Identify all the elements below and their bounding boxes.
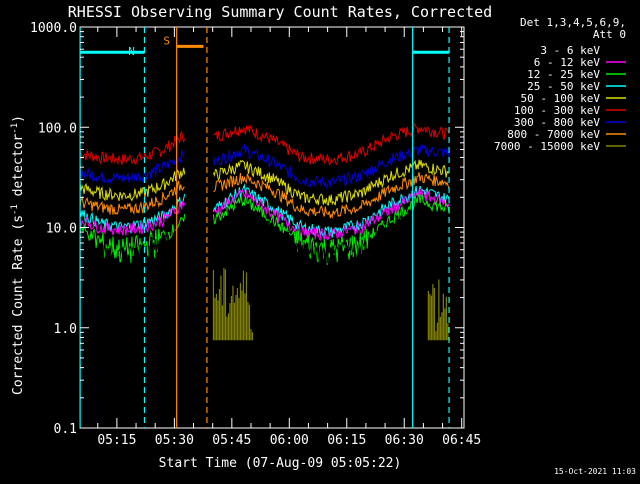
legend-entry-label: 7000 - 15000 keV (494, 140, 600, 153)
y-tick-label: 10.0 (46, 222, 77, 237)
series-3 (79, 172, 450, 219)
x-axis-ticks: 05:15 05:30 05:45 06:00 06:15 06:30 06:45 (97, 27, 481, 448)
flag-N-label: N (128, 45, 135, 58)
x-tick-label: 06:45 (442, 433, 481, 448)
y-axis-ticks: 1000.0 100.0 10.0 1.0 0.1 (30, 21, 464, 437)
x-tick-label: 06:30 (385, 433, 424, 448)
y-axis-label-mid: detector (11, 134, 26, 205)
x-axis-label: Start Time (07-Aug-09 05:05:22) (159, 456, 402, 471)
flag-bars: NS (80, 34, 450, 58)
legend-entry-label: 50 - 100 keV (521, 92, 601, 105)
series-1-segment-1 (79, 149, 185, 185)
y-axis-label: Corrected Count Rate (s-1 detector-1) (10, 115, 26, 395)
y-axis-label-start: Corrected Count Rate (s (11, 215, 26, 395)
x-tick-label: 05:45 (212, 433, 251, 448)
series-3-segment-2 (213, 172, 450, 219)
series-7 (79, 205, 450, 274)
y-tick-label: 1000.0 (30, 21, 77, 36)
series-5-segment-1 (79, 200, 186, 236)
flag-S-label: S (163, 34, 170, 47)
high-energy-bursts (212, 267, 449, 341)
series-1-segment-2 (212, 142, 450, 189)
legend-entry-label: 800 - 7000 keV (507, 128, 600, 141)
series-0-segment-2 (213, 122, 450, 166)
legend-header-line2: Att 0 (593, 28, 626, 41)
series-2-segment-1 (79, 167, 186, 202)
series-7-segment-2 (213, 205, 450, 272)
series-0-segment-1 (79, 130, 186, 166)
legend-header-line1: Det 1,3,4,5,6,9, (520, 16, 626, 29)
series-5-segment-2 (213, 188, 450, 242)
y-tick-label: 1.0 (54, 322, 77, 337)
series-2-segment-2 (212, 159, 450, 206)
series-5 (79, 188, 450, 242)
footer-date: 15-Oct-2021 11:03 (554, 467, 636, 476)
chart-title: RHESSI Observing Summary Count Rates, Co… (68, 3, 492, 21)
legend-entry-label: 300 - 800 keV (514, 116, 600, 129)
legend-entry-label: 25 - 50 keV (527, 80, 600, 93)
y-axis-label-sup1: -1 (10, 204, 20, 215)
x-tick-label: 05:30 (155, 433, 194, 448)
series-2 (79, 159, 450, 206)
series-7-segment-1 (79, 224, 186, 274)
legend-entry-label: 12 - 25 keV (527, 68, 600, 81)
vertical-markers (79, 27, 450, 428)
series-3-segment-1 (79, 179, 185, 216)
series-0 (79, 122, 450, 166)
legend-entry-label: 6 - 12 keV (534, 56, 601, 69)
y-tick-label: 100.0 (38, 121, 77, 136)
y-axis-label-sup2: -1 (10, 123, 20, 134)
y-tick-label: 0.1 (54, 422, 77, 437)
legend-entry-label: 100 - 300 keV (514, 104, 600, 117)
y-axis-label-end: ) (11, 115, 26, 123)
series-6-segment-2 (212, 193, 450, 265)
series-layer (79, 122, 450, 274)
series-1 (79, 142, 450, 189)
x-tick-label: 06:15 (327, 433, 366, 448)
legend-entry-label: 3 - 6 keV (540, 44, 600, 57)
x-tick-label: 06:00 (270, 433, 309, 448)
x-tick-label: 05:15 (97, 433, 136, 448)
